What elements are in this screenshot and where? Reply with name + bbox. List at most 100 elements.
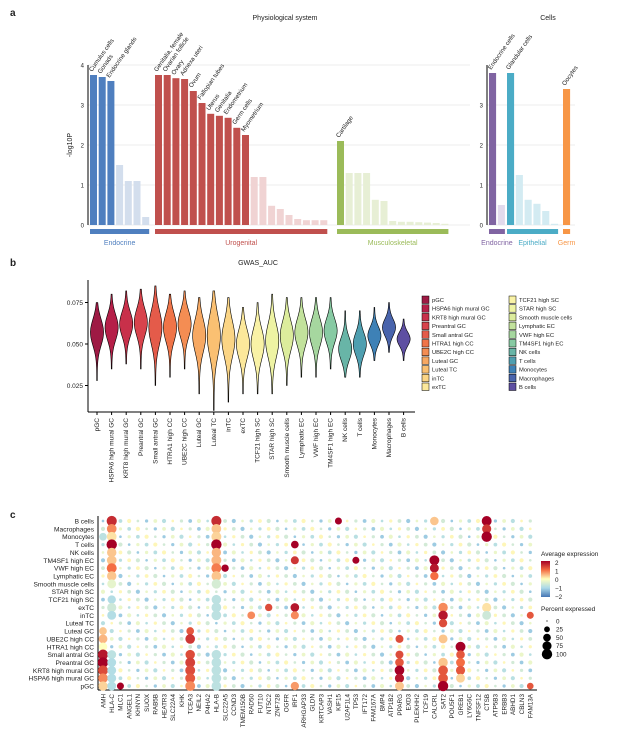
row-label: B cells [75, 519, 95, 526]
expression-dot [528, 558, 532, 562]
expression-dot [493, 534, 498, 539]
expression-dot [336, 629, 341, 633]
expression-dot [301, 644, 306, 649]
expression-dot [371, 566, 375, 570]
expression-dot [310, 645, 314, 649]
expression-dot [107, 602, 117, 613]
expression-dot [423, 534, 428, 539]
expression-dot [327, 644, 332, 649]
expression-dot [362, 621, 367, 625]
expression-dot [188, 535, 192, 539]
expression-dot [528, 676, 532, 680]
expression-dot [327, 613, 332, 618]
expression-dot [467, 636, 472, 641]
expression-dot [275, 542, 280, 547]
expression-dot [493, 550, 498, 555]
expression-dot [170, 566, 175, 571]
expression-dot [406, 543, 410, 546]
expression-dot [153, 582, 158, 586]
expression-dot [482, 602, 492, 613]
expression-dot [107, 579, 117, 589]
expression-dot [519, 683, 524, 689]
expression-dot [450, 645, 454, 649]
expression-dot [144, 613, 149, 617]
expression-dot [502, 566, 506, 570]
expression-dot [119, 629, 122, 633]
expression-dot [328, 652, 332, 657]
expression-dot [301, 597, 306, 602]
expression-dot [450, 668, 454, 672]
expression-dot [371, 644, 376, 649]
expression-dot [467, 542, 472, 547]
expression-dot [179, 534, 184, 539]
x-tick-label: Lymphatic EC [298, 418, 305, 459]
expression-dot [354, 653, 358, 656]
expression-dot [371, 589, 376, 594]
x-tick-label: UBE2C high CC [182, 418, 189, 465]
expression-dot [440, 518, 446, 524]
expression-dot [284, 550, 288, 555]
expression-dot [327, 519, 332, 523]
group-label: Musculoskeletal [368, 240, 418, 247]
expression-dot [433, 535, 436, 539]
expression-dot [211, 673, 222, 684]
x-tick-label: Luteal TC [211, 418, 218, 446]
expression-dot [211, 610, 222, 621]
expression-dot [161, 613, 167, 618]
bar-label: Fallopian tubes [196, 63, 226, 101]
expression-dot [510, 581, 515, 586]
expression-dot [136, 614, 140, 617]
expression-dot [345, 621, 350, 626]
legend-label: Preantral GC [432, 324, 466, 330]
expression-dot [196, 644, 202, 649]
expression-dot [493, 542, 498, 547]
expression-dot [397, 519, 402, 523]
expression-dot [459, 590, 462, 594]
expression-dot [398, 598, 401, 601]
expression-dot [336, 581, 341, 586]
expression-dot [520, 551, 523, 554]
gene-label: KRTCAP3 [318, 694, 325, 723]
expression-dot [284, 613, 288, 617]
expression-dot [154, 566, 157, 570]
expression-dot [162, 589, 166, 594]
expression-dot [432, 527, 436, 531]
expression-dot [395, 634, 404, 643]
expression-dot [240, 668, 245, 672]
expression-dot [438, 634, 448, 644]
expression-dot [476, 526, 480, 531]
expression-dot [206, 676, 209, 680]
expression-dot [424, 653, 427, 656]
expression-dot [266, 684, 271, 688]
expression-dot [455, 641, 466, 652]
expression-dot [354, 574, 358, 578]
expression-dot [144, 550, 149, 555]
legend-label: NK cells [519, 350, 540, 356]
expression-dot [484, 597, 489, 602]
expression-dot [467, 605, 472, 610]
gene-label: SUOX [144, 693, 151, 712]
expression-dot [319, 637, 323, 641]
expression-dot [397, 558, 402, 562]
expression-dot [345, 645, 349, 649]
group-label: Endocrine [481, 240, 513, 247]
expression-dot [493, 582, 498, 586]
expression-dot [467, 598, 471, 601]
expression-dot [336, 621, 341, 626]
group-bar-epithelial [507, 229, 559, 234]
expression-dot [528, 597, 533, 602]
expression-dot [502, 542, 507, 547]
x-tick-label: Macrophages [386, 417, 393, 457]
gene-label: BMP4 [379, 694, 386, 712]
expression-dot [266, 621, 271, 626]
group-bar-germ [563, 229, 571, 234]
expression-dot [214, 637, 219, 641]
expression-dot [520, 676, 523, 680]
expression-dot [136, 519, 140, 523]
expression-dot [354, 519, 358, 523]
expression-dot [127, 629, 131, 633]
legend-swatch [421, 347, 430, 356]
expression-dot [424, 527, 427, 531]
expression-dot [144, 542, 149, 547]
expression-dot [185, 649, 195, 660]
